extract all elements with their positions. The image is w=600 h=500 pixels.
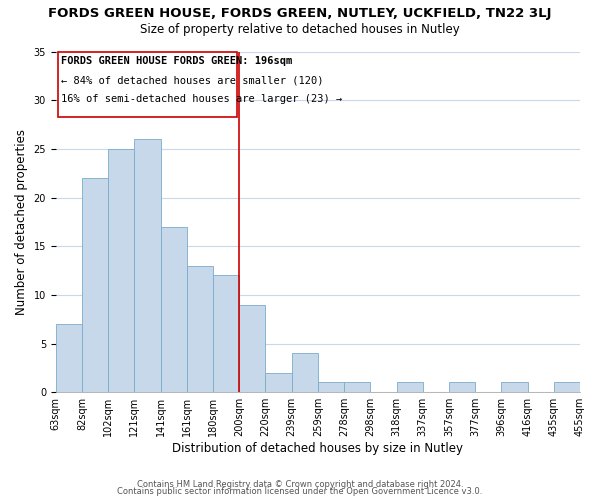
Bar (265, 372, 292, 392)
Bar (134, 139, 161, 392)
Bar (161, 226, 187, 392)
Bar (239, 304, 265, 392)
Bar (108, 149, 134, 392)
Bar (397, 382, 423, 392)
Bar (344, 382, 370, 392)
Bar (56, 324, 82, 392)
Bar (318, 382, 344, 392)
Bar (449, 382, 475, 392)
Text: Contains HM Land Registry data © Crown copyright and database right 2024.: Contains HM Land Registry data © Crown c… (137, 480, 463, 489)
Text: 16% of semi-detached houses are larger (23) →: 16% of semi-detached houses are larger (… (61, 94, 342, 104)
Text: FORDS GREEN HOUSE FORDS GREEN: 196sqm: FORDS GREEN HOUSE FORDS GREEN: 196sqm (61, 56, 292, 66)
X-axis label: Distribution of detached houses by size in Nutley: Distribution of detached houses by size … (172, 442, 463, 455)
Text: FORDS GREEN HOUSE, FORDS GREEN, NUTLEY, UCKFIELD, TN22 3LJ: FORDS GREEN HOUSE, FORDS GREEN, NUTLEY, … (48, 8, 552, 20)
Bar (502, 382, 527, 392)
Bar (187, 266, 213, 392)
Bar (213, 276, 239, 392)
Text: Size of property relative to detached houses in Nutley: Size of property relative to detached ho… (140, 24, 460, 36)
FancyBboxPatch shape (58, 52, 237, 116)
Bar (292, 354, 318, 392)
Y-axis label: Number of detached properties: Number of detached properties (15, 129, 28, 315)
Text: Contains public sector information licensed under the Open Government Licence v3: Contains public sector information licen… (118, 487, 482, 496)
Bar (82, 178, 108, 392)
Text: ← 84% of detached houses are smaller (120): ← 84% of detached houses are smaller (12… (61, 76, 323, 86)
Bar (554, 382, 580, 392)
